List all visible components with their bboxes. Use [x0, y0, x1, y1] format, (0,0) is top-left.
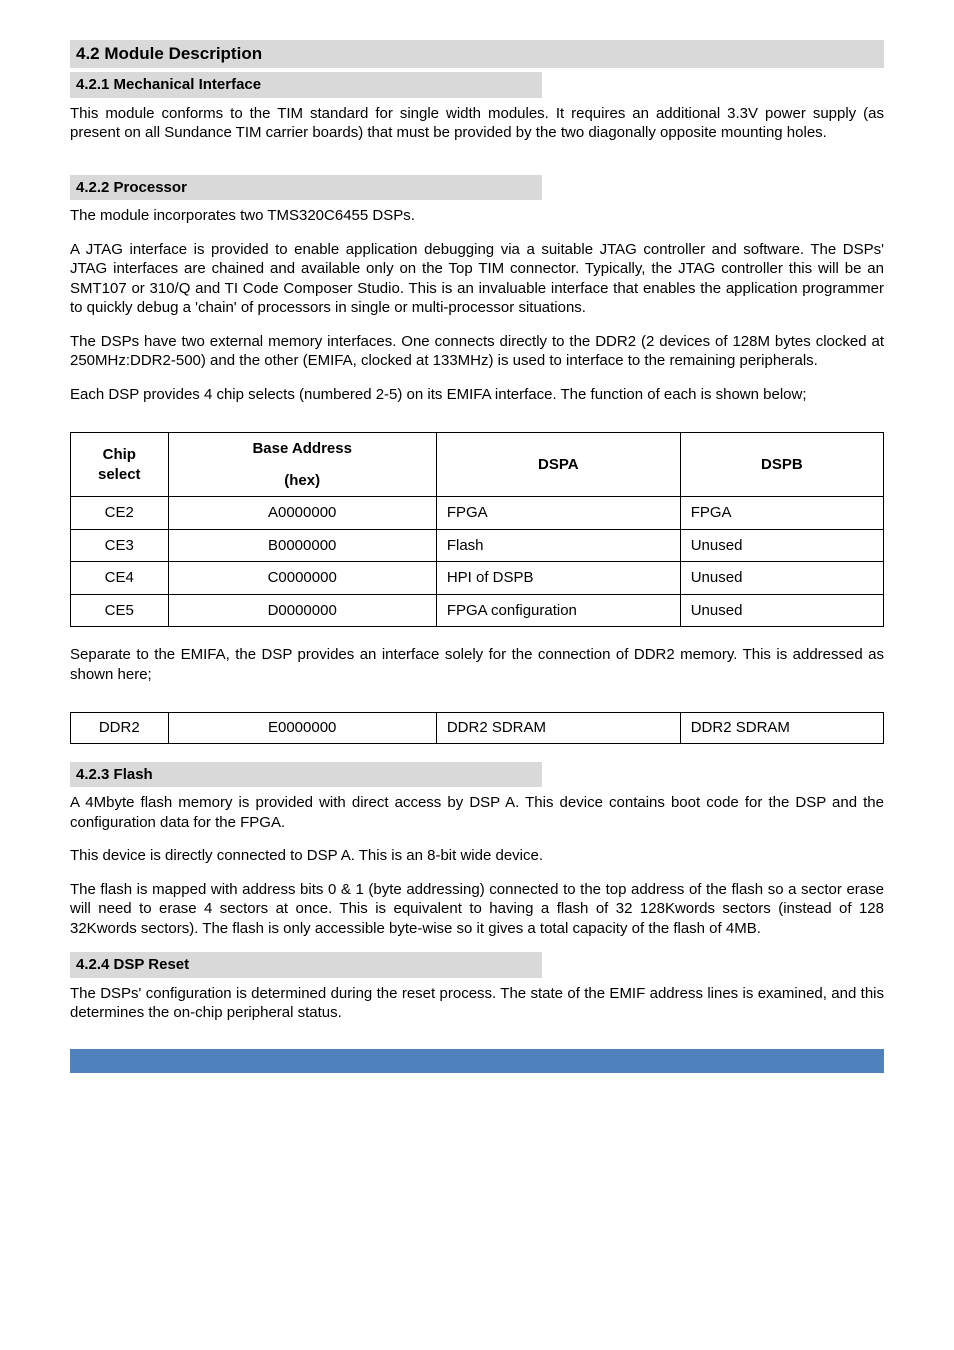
paragraph: This module conforms to the TIM standard… [70, 104, 884, 143]
subsection-heading-4-2-1: 4.2.1 Mechanical Interface [70, 72, 542, 98]
cell-chip: CE2 [71, 497, 169, 530]
subsection-heading-4-2-4: 4.2.4 DSP Reset [70, 952, 542, 978]
cell: DDR2 SDRAM [680, 713, 883, 744]
cell-base: D0000000 [168, 594, 436, 627]
cell-dspb: Unused [680, 562, 883, 595]
cell-chip: CE4 [71, 562, 169, 595]
cell-dspa: Flash [436, 529, 680, 562]
cell-base: B0000000 [168, 529, 436, 562]
cell-chip: CE3 [71, 529, 169, 562]
table-row: CE4 C0000000 HPI of DSPB Unused [71, 562, 884, 595]
emifa-chip-select-table: Chip select Base Address DSPA DSPB (hex)… [70, 432, 884, 627]
subsection-heading-4-2-3: 4.2.3 Flash [70, 762, 542, 788]
ddr2-table: DDR2 E0000000 DDR2 SDRAM DDR2 SDRAM [70, 712, 884, 744]
table-header-chip: Chip select [71, 433, 169, 497]
footer-bar [70, 1049, 884, 1073]
cell-base: C0000000 [168, 562, 436, 595]
table-row: CE2 A0000000 FPGA FPGA [71, 497, 884, 530]
cell: E0000000 [168, 713, 436, 744]
paragraph: The DSPs have two external memory interf… [70, 332, 884, 371]
paragraph: A JTAG interface is provided to enable a… [70, 240, 884, 318]
paragraph: A 4Mbyte flash memory is provided with d… [70, 793, 884, 832]
paragraph: The flash is mapped with address bits 0 … [70, 880, 884, 939]
cell-chip: CE5 [71, 594, 169, 627]
table-row: CE5 D0000000 FPGA configuration Unused [71, 594, 884, 627]
subsection-heading-4-2-2: 4.2.2 Processor [70, 175, 542, 201]
cell-dspb: FPGA [680, 497, 883, 530]
cell-dspb: Unused [680, 594, 883, 627]
cell-dspa: HPI of DSPB [436, 562, 680, 595]
paragraph: The module incorporates two TMS320C6455 … [70, 206, 884, 226]
section-heading-4-2: 4.2 Module Description [70, 40, 884, 68]
table-header-dspa: DSPA [436, 433, 680, 497]
paragraph: Each DSP provides 4 chip selects (number… [70, 385, 884, 405]
cell-base: A0000000 [168, 497, 436, 530]
paragraph: This device is directly connected to DSP… [70, 846, 884, 866]
paragraph: Separate to the EMIFA, the DSP provides … [70, 645, 884, 684]
cell-dspa: FPGA configuration [436, 594, 680, 627]
table-header-base-l2: (hex) [168, 465, 436, 497]
table-header-base-l1: Base Address [168, 433, 436, 465]
cell: DDR2 [71, 713, 169, 744]
table-row: DDR2 E0000000 DDR2 SDRAM DDR2 SDRAM [71, 713, 884, 744]
table-row: CE3 B0000000 Flash Unused [71, 529, 884, 562]
cell-dspb: Unused [680, 529, 883, 562]
cell: DDR2 SDRAM [436, 713, 680, 744]
table-header-dspb: DSPB [680, 433, 883, 497]
cell-dspa: FPGA [436, 497, 680, 530]
paragraph: The DSPs' configuration is determined du… [70, 984, 884, 1023]
